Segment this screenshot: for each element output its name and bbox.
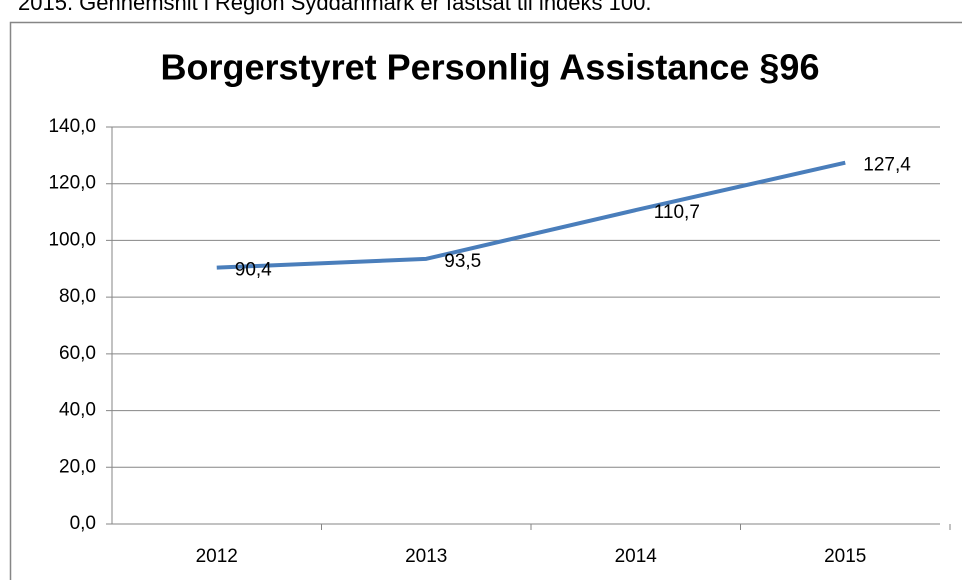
x-tick-label: 2015 (824, 546, 866, 567)
x-tick-label: 2012 (196, 546, 238, 567)
data-label: 90,4 (235, 260, 272, 281)
y-tick-label: 60,0 (59, 343, 96, 364)
chart-title: Borgerstyret Personlig Assistance §96 (161, 47, 820, 88)
y-tick-label: 140,0 (48, 116, 96, 137)
data-line (216, 160, 846, 270)
y-tick-label: 40,0 (59, 400, 96, 421)
x-tick-label: 2013 (405, 546, 447, 567)
data-label: 127,4 (863, 155, 911, 176)
chart-border (9, 21, 962, 580)
y-tick-label: 120,0 (48, 173, 96, 194)
caption: 2015. Gennemsnit i Region Syddanmark er … (18, 0, 651, 15)
data-label: 110,7 (654, 202, 700, 223)
y-tick-label: 80,0 (59, 286, 96, 307)
data-label: 93,5 (444, 251, 481, 272)
y-tick-label: 0,0 (70, 513, 96, 534)
y-tick-label: 100,0 (48, 229, 96, 250)
y-tick-label: 20,0 (59, 456, 96, 477)
x-tick-label: 2014 (615, 546, 658, 567)
